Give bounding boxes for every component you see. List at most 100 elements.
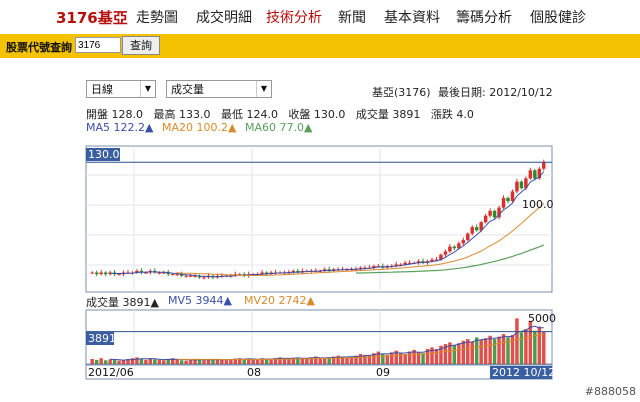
volume-bar [533,330,537,364]
indicator-select[interactable]: 成交量 ▼ [166,80,272,98]
nav-technical[interactable]: 技術分析 [266,10,322,26]
x-current-tag [490,366,552,379]
volume-bar [166,359,170,364]
current-volume-tag [86,332,114,345]
volume-label: 成交量 3891▲ [86,294,159,310]
nav-chips[interactable]: 籌碼分析 [456,10,512,26]
candle [421,261,425,263]
volume-bar [367,355,372,364]
ohlc-row: 開盤 128.0 最高 133.0 最低 124.0 收盤 130.0 成交量 … [86,108,474,121]
ma60-line [356,244,545,274]
volume-bar [126,359,130,364]
volume-bar [153,359,157,364]
volume-bar [524,329,528,364]
nav-basic-info[interactable]: 基本資料 [384,10,440,26]
volume-bar [470,341,474,364]
nav-trade-detail[interactable]: 成交明細 [196,10,252,26]
watermark: #888058 [584,385,636,398]
top-nav: 3176基亞 走勢圖 成交明細 技術分析 新聞 基本資料 籌碼分析 個股健診 [0,0,640,32]
volume-bar [242,359,246,364]
nav-trend[interactable]: 走勢圖 [136,10,178,26]
candle [506,197,510,202]
volume-bar [492,339,497,364]
volume-bar [296,357,300,364]
nav-brand[interactable]: 3176基亞 [56,9,128,27]
nav-health[interactable]: 個股健診 [530,10,586,26]
volume-bar [121,360,126,364]
ma20-label: MA20 100.2▲ [162,121,237,134]
volume-bar [358,354,363,364]
volume-bar [398,353,403,364]
period-select[interactable]: 日線 ▼ [86,80,156,98]
volume-bar [211,359,215,364]
volume-bar [144,359,148,364]
ma5-line [110,171,545,278]
ma20-line [177,202,545,276]
candle [466,233,470,241]
volume-bar [497,336,501,364]
volume-bar [246,359,251,364]
candle [439,254,443,260]
volume-bar [224,360,229,364]
nav-news[interactable]: 新聞 [338,10,366,26]
volume-bar [238,358,242,364]
candle [103,272,108,275]
chevron-down-icon: ▼ [140,81,155,97]
current-price-label: 130.0 [88,148,120,161]
volume-bar [385,354,390,364]
current-price-tag [86,148,120,161]
volume-bar [148,358,153,364]
candle [474,227,479,231]
volume-bar [305,358,309,364]
candle [188,275,193,277]
stock-code-input[interactable] [75,37,121,53]
volume-bar [345,357,349,364]
candle [394,264,398,267]
candle [430,259,434,262]
volume-bar [90,359,94,364]
candle [90,272,94,274]
volume-bar [421,353,425,364]
candle [398,264,403,266]
price-panel [85,145,553,293]
volume-bar [139,359,144,364]
mv5-label: MV5 3944▲ [168,294,232,307]
candle [99,272,103,275]
volume-bar [322,358,327,364]
volume-bar [215,359,220,364]
volume-bar [300,358,305,364]
volume-bar [175,359,179,364]
volume-bar [434,349,439,364]
volume-bars [90,318,546,364]
candle [162,272,166,274]
volume-bar [443,344,448,364]
candle [144,272,148,274]
volume-bar [488,335,492,364]
candle [452,246,457,249]
volume-bar [287,359,291,364]
candle [403,262,407,265]
indicator-value: 成交量 [171,83,204,96]
x-label-start: 2012/06 [88,366,134,379]
stock-name: 基亞(3176) [372,86,431,99]
candle [537,168,542,179]
candle [488,210,492,216]
volume-bar [331,356,336,364]
volume-bar [381,354,385,364]
volume-bar [291,357,296,364]
volume-bar [130,358,135,364]
candle [501,197,506,208]
volume-bar [519,332,524,364]
candle [457,243,461,249]
x-label-current: 2012 10/12 [492,366,555,379]
volume-bar [461,340,466,364]
candle [448,246,452,252]
query-button[interactable]: 查詢 [122,36,160,55]
volume-bar [188,359,193,364]
candle [358,267,363,270]
volume-bar [528,320,533,364]
candle [407,262,412,264]
volume-bar [162,360,166,364]
volume-bar [416,352,421,364]
